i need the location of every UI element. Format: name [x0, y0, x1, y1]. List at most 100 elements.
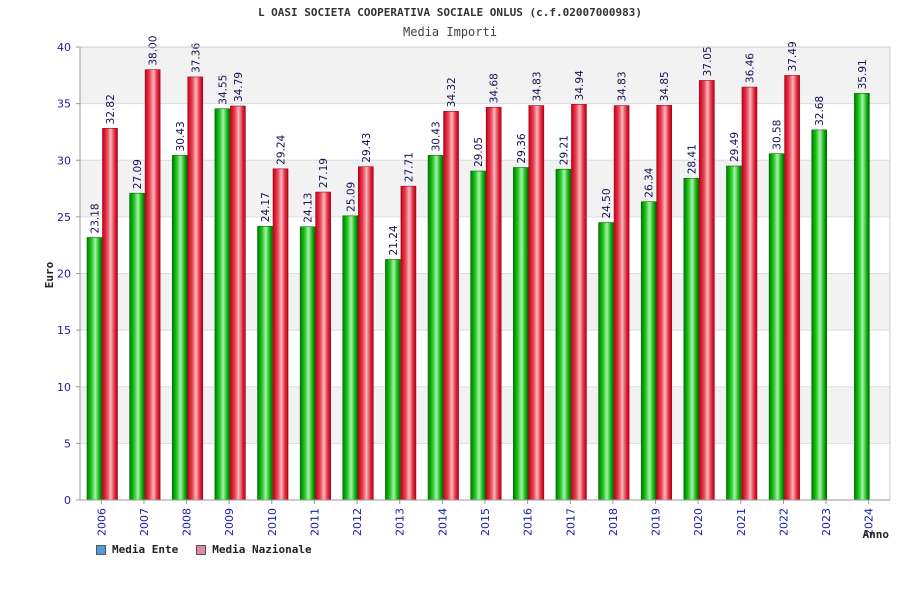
bar-media-nazionale: [485, 106, 502, 501]
x-tick-label: 2020: [692, 508, 705, 536]
bar-media-ente: [555, 168, 572, 501]
data-label: 37.49: [787, 41, 799, 71]
y-tick-label: 10: [57, 381, 71, 394]
bar-media-ente: [342, 215, 359, 501]
data-label: 29.21: [558, 135, 570, 165]
legend-item-media-nazionale: Media Nazionale: [196, 543, 312, 556]
bar-media-ente: [299, 226, 316, 501]
data-label: 29.24: [276, 134, 288, 164]
legend: Media Ente Media Nazionale: [96, 543, 312, 556]
y-tick-label: 20: [57, 268, 71, 281]
data-label: 29.43: [361, 133, 373, 163]
bar-media-ente: [513, 167, 529, 501]
x-tick-label: 2007: [138, 508, 151, 536]
data-label: 37.05: [702, 46, 714, 76]
x-tick-label: 2006: [95, 508, 108, 536]
data-label: 35.91: [857, 59, 869, 89]
y-tick-label: 25: [57, 211, 71, 224]
data-label: 24.17: [260, 192, 272, 222]
data-label: 30.43: [431, 121, 443, 151]
bar-media-ente: [171, 155, 188, 501]
data-label: 36.46: [744, 53, 756, 83]
data-label: 34.32: [446, 77, 458, 107]
bar-media-ente: [385, 259, 401, 501]
x-tick-label: 2015: [479, 508, 492, 536]
bar-media-nazionale: [571, 104, 587, 501]
data-label: 21.24: [388, 225, 400, 255]
bar-media-ente: [683, 177, 700, 501]
x-tick-label: 2017: [564, 508, 577, 536]
bar-media-nazionale: [230, 105, 246, 501]
bar-media-ente: [427, 155, 444, 501]
bar-media-ente: [854, 93, 870, 501]
data-label: 27.09: [132, 159, 144, 189]
x-tick-label: 2024: [863, 508, 876, 536]
x-tick-label: 2011: [308, 508, 321, 536]
data-label: 27.19: [318, 158, 330, 188]
bar-media-nazionale: [400, 185, 417, 501]
bar-media-nazionale: [357, 166, 374, 501]
x-tick-label: 2023: [820, 508, 833, 536]
data-label: 34.85: [659, 71, 671, 101]
x-tick-label: 2012: [351, 508, 364, 536]
legend-label-media-nazionale: Media Nazionale: [212, 543, 312, 556]
x-tick-label: 2010: [266, 508, 279, 536]
y-tick-label: 5: [64, 437, 71, 450]
bar-media-nazionale: [741, 86, 758, 501]
bar-media-nazionale: [102, 128, 118, 501]
data-label: 34.83: [531, 71, 543, 101]
bar-media-nazionale: [443, 111, 459, 501]
data-label: 25.09: [345, 182, 357, 212]
bar-media-nazionale: [613, 105, 630, 501]
data-label: 30.58: [772, 120, 784, 150]
bar-media-ente: [768, 153, 785, 501]
bar-media-ente: [811, 129, 828, 501]
bar-media-ente: [214, 108, 231, 501]
data-label: 37.36: [190, 43, 202, 73]
data-label: 26.34: [644, 167, 656, 197]
bar-media-nazionale: [144, 69, 161, 501]
chart-subtitle: Media Importi: [403, 25, 497, 39]
bar-media-nazionale: [272, 168, 289, 501]
y-tick-label: 35: [57, 98, 71, 111]
data-label: 27.71: [403, 152, 415, 182]
bar-media-ente: [598, 222, 614, 501]
bar-media-ente: [726, 165, 742, 501]
x-tick-label: 2009: [223, 508, 236, 536]
bar-media-nazionale: [315, 191, 331, 501]
bar-media-ente: [86, 237, 103, 501]
y-tick-label: 15: [57, 324, 71, 337]
data-label: 30.43: [175, 121, 187, 151]
x-tick-label: 2014: [436, 508, 449, 536]
legend-swatch-media-nazionale: [196, 544, 207, 555]
bar-media-ente: [470, 170, 486, 501]
bar-media-nazionale: [187, 76, 204, 501]
bar-media-ente: [129, 192, 145, 501]
bar-media-nazionale: [784, 75, 800, 501]
bar-media-ente: [640, 201, 657, 501]
data-label: 24.50: [601, 188, 613, 218]
data-label: 28.41: [686, 144, 698, 174]
chart-title: L OASI SOCIETA COOPERATIVA SOCIALE ONLUS…: [257, 6, 643, 19]
data-label: 32.82: [105, 94, 117, 124]
bar-media-nazionale: [656, 105, 673, 501]
data-label: 23.18: [90, 203, 102, 233]
y-axis-label: Euro: [43, 261, 56, 288]
legend-label-media-ente: Media Ente: [112, 543, 179, 556]
x-tick-label: 2008: [181, 508, 194, 536]
x-tick-label: 2022: [777, 508, 790, 536]
data-label: 29.49: [729, 132, 741, 162]
x-tick-label: 2019: [650, 508, 663, 536]
data-label: 24.13: [303, 193, 315, 223]
data-label: 29.36: [516, 133, 528, 163]
data-label: 29.05: [473, 137, 485, 167]
data-label: 34.55: [217, 75, 229, 105]
data-label: 38.00: [148, 36, 160, 66]
x-tick-label: 2018: [607, 508, 620, 536]
bar-media-nazionale: [699, 80, 715, 501]
bars: 23.18 32.82 27.09 38.00 30.43 37.36 34.55 34.79…: [86, 36, 870, 501]
axes: 0 5 10 15 20 25 30 35 40 2006 2007 2008 2009 2010 2011…: [57, 41, 891, 536]
data-label: 32.68: [814, 96, 826, 126]
y-tick-label: 40: [57, 41, 71, 54]
data-label: 34.68: [489, 73, 501, 103]
